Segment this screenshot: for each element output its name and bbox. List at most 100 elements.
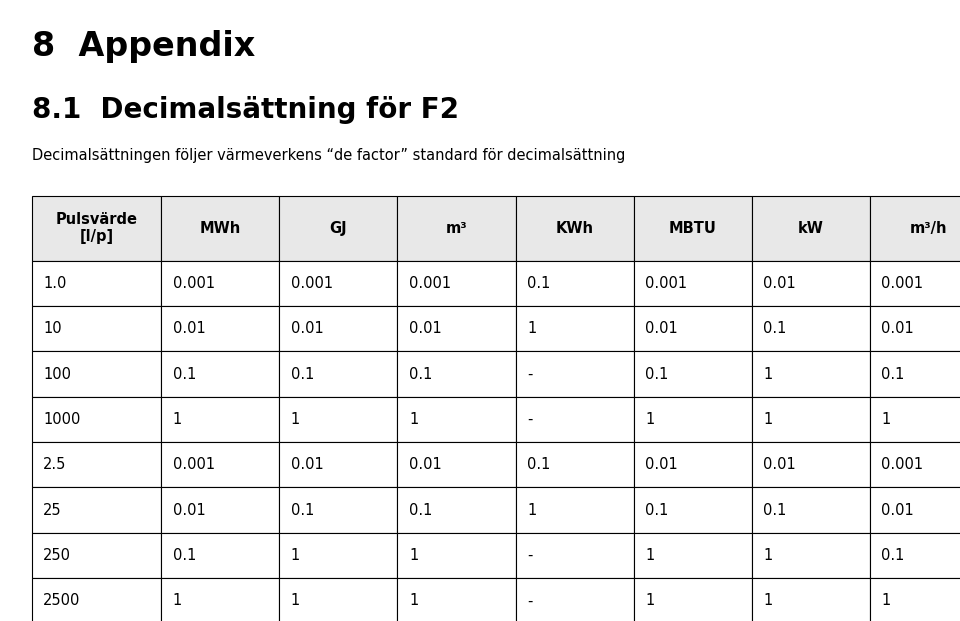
Bar [752, 487, 870, 533]
Bar [870, 196, 960, 261]
Text: 0.01: 0.01 [763, 457, 796, 473]
Bar [161, 578, 279, 621]
Bar [752, 578, 870, 621]
Text: 2500: 2500 [43, 593, 81, 609]
Text: 0.001: 0.001 [291, 276, 333, 291]
Bar [161, 487, 279, 533]
Text: 0.1: 0.1 [409, 502, 432, 518]
Text: 1: 1 [645, 412, 655, 427]
Bar [397, 196, 516, 261]
Bar [397, 261, 516, 306]
Bar [516, 578, 634, 621]
Text: 1.0: 1.0 [43, 276, 66, 291]
Bar [516, 351, 634, 397]
Bar [279, 578, 397, 621]
Text: -: - [527, 548, 533, 563]
Text: 0.01: 0.01 [645, 457, 678, 473]
Text: 0.1: 0.1 [527, 276, 550, 291]
Text: 0.001: 0.001 [409, 276, 451, 291]
Bar [161, 351, 279, 397]
Text: 0.1: 0.1 [173, 366, 196, 382]
Bar [634, 442, 752, 487]
Text: 0.01: 0.01 [291, 457, 324, 473]
Bar [279, 487, 397, 533]
Bar [634, 351, 752, 397]
Bar [397, 442, 516, 487]
Text: 0.001: 0.001 [645, 276, 687, 291]
Text: 0.01: 0.01 [291, 321, 324, 337]
Bar [397, 351, 516, 397]
Bar [870, 533, 960, 578]
Bar [161, 533, 279, 578]
Text: 1: 1 [881, 593, 891, 609]
Bar [870, 351, 960, 397]
Bar [752, 306, 870, 351]
Bar [516, 533, 634, 578]
Bar [516, 442, 634, 487]
Bar [634, 578, 752, 621]
Bar [279, 442, 397, 487]
Text: 0.01: 0.01 [763, 276, 796, 291]
Bar [161, 397, 279, 442]
Text: 0.1: 0.1 [645, 502, 668, 518]
Text: m³/h: m³/h [910, 220, 948, 236]
Text: 0.1: 0.1 [881, 548, 904, 563]
Bar [397, 306, 516, 351]
Text: 1: 1 [291, 593, 300, 609]
Text: 1: 1 [291, 548, 300, 563]
Text: 1: 1 [763, 366, 773, 382]
Bar [32, 196, 161, 261]
Text: 0.01: 0.01 [409, 457, 442, 473]
Bar [161, 196, 279, 261]
Bar [870, 442, 960, 487]
Text: kW: kW [798, 220, 824, 236]
Text: 0.01: 0.01 [409, 321, 442, 337]
Bar [161, 261, 279, 306]
Text: 1: 1 [173, 593, 182, 609]
Text: 8.1  Decimalsättning för F2: 8.1 Decimalsättning för F2 [32, 96, 459, 124]
Bar [32, 261, 161, 306]
Bar [870, 306, 960, 351]
Text: MBTU: MBTU [669, 220, 716, 236]
Text: 0.001: 0.001 [881, 457, 924, 473]
Text: 1: 1 [291, 412, 300, 427]
Bar [752, 533, 870, 578]
Text: 1: 1 [763, 593, 773, 609]
Text: 0.01: 0.01 [645, 321, 678, 337]
Bar [752, 351, 870, 397]
Text: 1: 1 [645, 548, 655, 563]
Bar [516, 196, 634, 261]
Text: 1: 1 [173, 412, 182, 427]
Text: m³: m³ [445, 220, 468, 236]
Bar [752, 196, 870, 261]
Text: 100: 100 [43, 366, 71, 382]
Bar [397, 578, 516, 621]
Bar [870, 578, 960, 621]
Bar [397, 533, 516, 578]
Text: 1: 1 [645, 593, 655, 609]
Text: 0.001: 0.001 [173, 276, 215, 291]
Bar [279, 533, 397, 578]
Text: 10: 10 [43, 321, 61, 337]
Text: 0.01: 0.01 [173, 502, 205, 518]
Text: 1: 1 [527, 502, 537, 518]
Text: 0.1: 0.1 [291, 366, 314, 382]
Bar [516, 487, 634, 533]
Text: 1: 1 [409, 593, 419, 609]
Bar [516, 261, 634, 306]
Bar [870, 487, 960, 533]
Bar [870, 261, 960, 306]
Bar [161, 442, 279, 487]
Text: 8  Appendix: 8 Appendix [32, 30, 255, 63]
Text: 1: 1 [409, 412, 419, 427]
Bar [752, 442, 870, 487]
Text: 25: 25 [43, 502, 61, 518]
Text: 1: 1 [881, 412, 891, 427]
Bar [634, 261, 752, 306]
Text: 0.1: 0.1 [645, 366, 668, 382]
Text: -: - [527, 366, 533, 382]
Text: Pulsvärde
[l/p]: Pulsvärde [l/p] [56, 212, 137, 245]
Text: 0.01: 0.01 [173, 321, 205, 337]
Text: GJ: GJ [329, 220, 348, 236]
Text: 1: 1 [409, 548, 419, 563]
